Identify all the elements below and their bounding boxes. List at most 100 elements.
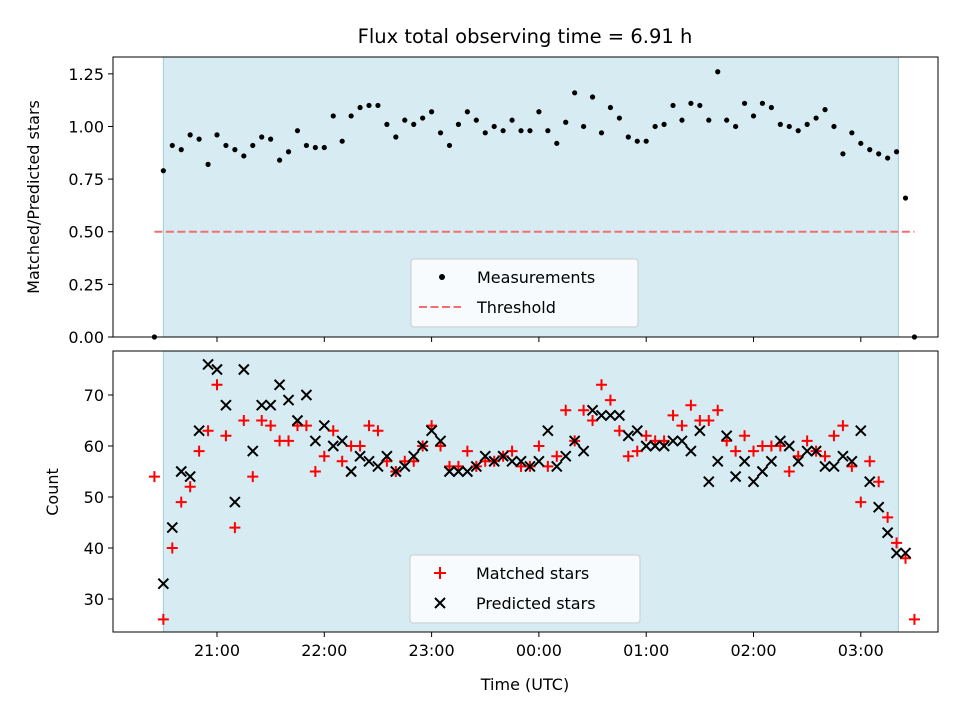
bottom-x-tick-label: 21:00: [194, 641, 240, 660]
matched-star-point: [658, 435, 670, 447]
bottom-y-tick-label: 70: [84, 386, 104, 405]
predicted-star-point: [416, 440, 429, 452]
matched-star-point: [819, 450, 831, 462]
predicted-star-point: [613, 409, 626, 422]
measurement-point: [169, 142, 175, 149]
predicted-star-point: [515, 455, 527, 468]
measurement-point: [706, 117, 712, 123]
predicted-star-point: [273, 379, 286, 391]
measurement-point: [661, 121, 667, 127]
matched-star-point: [256, 415, 268, 426]
measurement-point: [634, 138, 640, 144]
matched-star-point: [202, 425, 214, 437]
measurement-point: [625, 134, 631, 140]
predicted-star-point: [828, 460, 840, 473]
legend-measurements-label: Measurements: [477, 268, 595, 287]
measurement-point: [473, 117, 479, 123]
predicted-star-point: [470, 460, 483, 473]
matched-star-point: [792, 450, 804, 462]
matched-star-point: [336, 455, 348, 467]
predicted-star-point: [345, 465, 357, 478]
predicted-star-point: [810, 445, 822, 457]
top-legend-box: [410, 258, 639, 328]
measurement-point: [268, 136, 274, 142]
measurement-point: [393, 134, 399, 140]
matched-star-point: [220, 430, 232, 442]
bottom-y-tick-label: 40: [84, 539, 104, 558]
predicted-star-point: [479, 450, 491, 462]
predicted-star-point: [747, 475, 760, 488]
matched-star-point: [551, 450, 563, 462]
matched-star-point: [184, 481, 196, 493]
predicted-star-point: [738, 455, 751, 468]
bottom-x-tick-label: 01:00: [623, 641, 669, 660]
measurement-point: [232, 147, 238, 153]
matched-star-point: [739, 430, 751, 442]
matched-star-point: [309, 466, 321, 477]
matched-star-point: [578, 404, 590, 416]
measurement-point: [250, 142, 256, 149]
matched-star-point: [622, 450, 634, 462]
measurement-point: [339, 138, 345, 144]
predicted-star-point: [247, 445, 259, 457]
matched-stars-points: [148, 379, 920, 625]
predicted-star-point: [837, 450, 849, 462]
top-x-ticks: [216, 337, 862, 342]
predicted-star-point: [452, 465, 465, 478]
matched-star-point: [676, 420, 688, 432]
matched-star-point: [855, 496, 867, 508]
matched-star-point: [685, 399, 697, 411]
measurement-point: [831, 123, 837, 130]
predicted-star-point: [855, 424, 867, 437]
bottom-y-tick-label: 60: [84, 437, 104, 456]
measurement-points: [151, 69, 918, 340]
matched-star-point: [900, 552, 912, 564]
matched-star-point: [748, 445, 759, 457]
predicted-star-point: [774, 435, 787, 447]
measurement-point: [420, 115, 426, 121]
bottom-y-axis: 30 40 50 60 70: [84, 386, 113, 609]
matched-star-point: [363, 420, 375, 432]
predicted-star-point: [595, 409, 608, 422]
measurement-point: [867, 147, 873, 153]
measurement-point: [598, 130, 605, 136]
predicted-star-point: [354, 450, 366, 462]
matched-star-point: [613, 425, 625, 437]
predicted-star-point: [640, 440, 652, 452]
measurement-point: [804, 121, 810, 127]
predicted-star-point: [434, 435, 447, 447]
predicted-star-point: [712, 455, 724, 468]
bottom-y-label: Count: [43, 468, 62, 516]
measurement-point: [366, 102, 372, 109]
predicted-star-point: [309, 435, 322, 447]
measurement-point: [750, 113, 757, 119]
measurement-point: [858, 140, 864, 146]
predicted-star-point: [399, 460, 411, 473]
predicted-star-point: [443, 465, 456, 478]
measurement-point: [679, 117, 685, 123]
measurement-point: [429, 109, 435, 115]
legend-predicted-label: Predicted stars: [476, 594, 596, 613]
measurement-point: [589, 94, 596, 100]
matched-star-point: [828, 430, 840, 442]
bottom-panel: 30 40 50 60 70 21:00 22:00 23:00 00:00 01:00 02:0…: [43, 350, 939, 694]
measurement-point: [902, 195, 909, 201]
matched-star-point: [506, 445, 518, 457]
matched-star-point: [730, 445, 742, 457]
measurement-point: [160, 168, 166, 174]
predicted-star-point: [872, 501, 885, 513]
matched-star-point: [175, 496, 187, 508]
predicted-star-point: [211, 363, 223, 376]
predicted-star-point: [586, 404, 599, 417]
matched-star-point: [631, 445, 643, 457]
matched-star-point: [873, 476, 885, 488]
top-legend: Measurements Threshold: [410, 258, 639, 328]
measurement-point: [741, 100, 748, 106]
predicted-star-point: [729, 470, 742, 483]
measurement-point: [607, 104, 614, 111]
bottom-x-tick-label: 00:00: [516, 641, 562, 660]
matched-star-point: [157, 613, 169, 625]
matched-star-point: [193, 445, 205, 457]
measurement-point: [840, 151, 846, 157]
measurement-point: [885, 155, 891, 161]
